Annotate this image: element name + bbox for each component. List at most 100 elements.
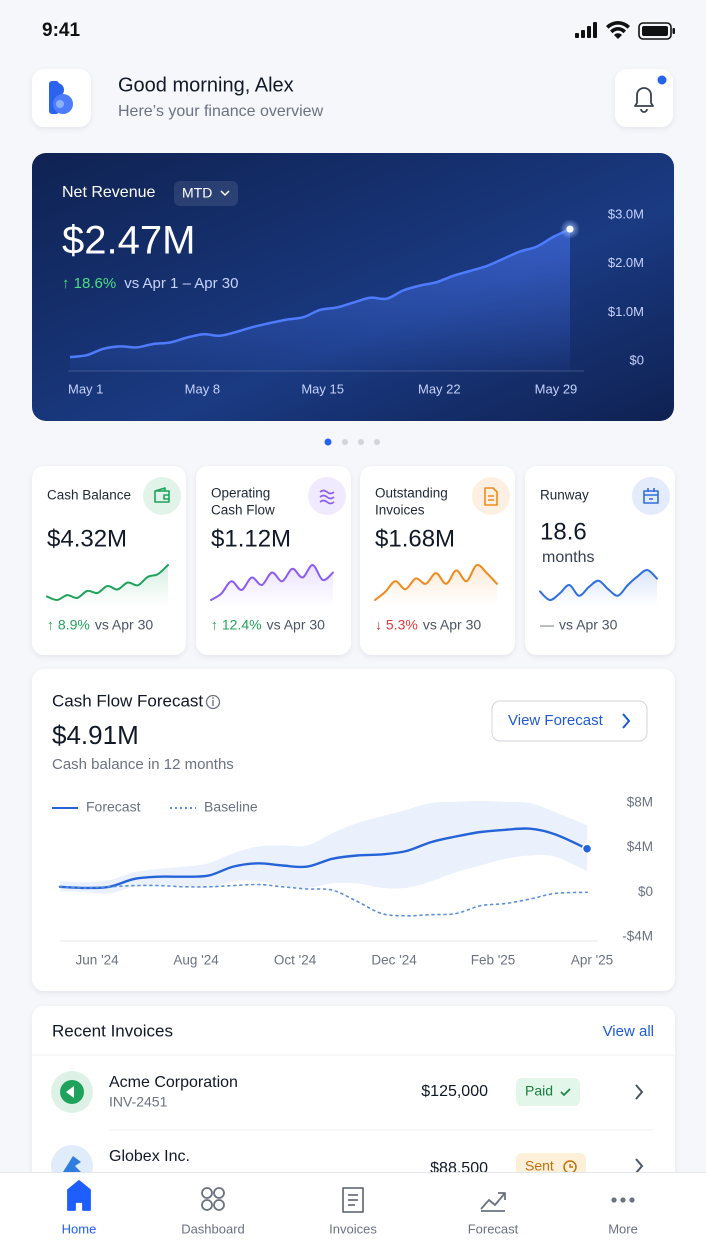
sparkline-area (211, 564, 333, 606)
forecast-card (32, 669, 675, 991)
info-icon[interactable] (205, 694, 221, 710)
tab-label[interactable]: Invoices (329, 1221, 377, 1236)
kpi-change: ↑ 8.9% (47, 617, 90, 633)
status-clock-hands (569, 1164, 573, 1168)
invoice-company: Acme Corporation (109, 1074, 238, 1091)
kpi-label: Outstanding (375, 486, 448, 501)
kpi-card[interactable] (32, 466, 186, 655)
x-tick-label: May 15 (301, 381, 344, 396)
kpi-comparison: vs Apr 30 (267, 617, 326, 633)
y-tick-label: $8M (627, 795, 653, 810)
status-check (560, 1088, 571, 1097)
x-tick-label: Aug '24 (173, 953, 219, 968)
kpi-icon-bg (143, 477, 181, 515)
company-logo-mark (66, 1086, 74, 1098)
view-all-link[interactable]: View all (603, 1023, 654, 1040)
pager (324, 438, 380, 446)
chevron-right (622, 713, 631, 729)
sparkline (539, 568, 658, 601)
tab-bar (0, 1172, 706, 1254)
company-logo (63, 1156, 81, 1176)
chevron-down (220, 190, 230, 197)
y-tick-label: $0 (638, 884, 653, 899)
sparkline-area (540, 569, 657, 606)
tab-label[interactable]: More (608, 1221, 638, 1236)
view-forecast-button[interactable] (491, 700, 648, 742)
sparkline (210, 564, 334, 601)
tab-label[interactable]: Forecast (468, 1221, 519, 1236)
row-chevron[interactable] (635, 1158, 644, 1174)
revenue-change: ↑ 18.6% (62, 275, 116, 292)
x-tick-label: Dec '24 (371, 953, 417, 968)
forecast-chart: Forecast Baseline $8M $4M $0 -$4M Jun '24 Aug '… (52, 795, 653, 968)
kpi-comparison: vs Apr 30 (559, 617, 618, 633)
y-tick-label: $0 (630, 352, 644, 367)
kpi-icon (154, 487, 170, 503)
tab-icon (620, 1197, 626, 1203)
kpi-value: 18.6 (540, 518, 587, 545)
y-tick-label: $3.0M (608, 206, 644, 221)
x-tick-label: Apr '25 (571, 953, 613, 968)
kpi-icon-bg (632, 477, 670, 515)
forecast-title: Cash Flow Forecast (52, 691, 203, 710)
status-label: Sent (525, 1158, 554, 1174)
kpi-unit: months (542, 549, 594, 566)
invoice-number: INV-2451 (109, 1094, 168, 1110)
tab-items: Home Dashboard Invoices Forecast More (62, 1180, 638, 1236)
kpi-icon (643, 488, 659, 504)
forecast-endpoint (581, 843, 593, 855)
status-time: 9:41 (42, 20, 80, 41)
logo-mark (49, 81, 73, 114)
notification-dot (655, 73, 669, 87)
kpi-label: Cash Balance (47, 488, 131, 503)
kpi-icon (319, 489, 335, 505)
tab-icon (201, 1187, 225, 1211)
invoices-title: Recent Invoices (52, 1021, 173, 1040)
kpi-card[interactable] (525, 466, 675, 655)
kpi-change: — (540, 617, 554, 633)
kpi-value: $1.68M (375, 525, 455, 552)
tab-icon (342, 1187, 364, 1213)
kpi-comparison: vs Apr 30 (423, 617, 482, 633)
invoice-company: Globex Inc. (109, 1148, 190, 1165)
status-label: Paid (525, 1083, 553, 1099)
kpi-card[interactable] (360, 466, 515, 655)
bell-icon (634, 87, 654, 113)
tab-icon (480, 1192, 506, 1212)
y-tick-label: -$4M (622, 929, 653, 944)
legend-label: Forecast (86, 799, 141, 815)
kpi-icon (484, 487, 498, 506)
y-tick-label: $2.0M (608, 255, 644, 270)
tab-label[interactable]: Dashboard (181, 1221, 245, 1236)
revenue-chart: $0 $1.0M $2.0M $3.0M May 1 May 8 May 15 May 22 M… (68, 206, 644, 396)
kpi-change: ↑ 12.4% (211, 617, 262, 633)
kpi-value: $1.12M (211, 525, 291, 552)
revenue-title: Net Revenue (62, 184, 155, 201)
kpi-value: $4.32M (47, 525, 127, 552)
period-selector[interactable] (174, 181, 238, 206)
x-tick-label: Feb '25 (471, 953, 516, 968)
revenue-line (69, 227, 571, 359)
kpi-label: Operating (211, 486, 270, 501)
tab-label[interactable]: Home (62, 1221, 97, 1236)
status-pill (516, 1078, 580, 1106)
forecast-subtitle: Cash balance in 12 months (52, 756, 234, 773)
greeting: Good morning, Alex (118, 74, 294, 96)
forecast-line (58, 827, 589, 890)
period-label: MTD (182, 185, 212, 201)
forecast-value: $4.91M (52, 720, 139, 750)
sparkline-area (375, 564, 497, 606)
revenue-comparison: vs Apr 1 – Apr 30 (124, 275, 238, 292)
endpoint (566, 225, 574, 233)
kpi-change: ↓ 5.3% (375, 617, 418, 633)
kpi-label: Invoices (375, 503, 425, 518)
revenue-area (70, 229, 570, 371)
invoice-amount: $125,000 (421, 1083, 488, 1100)
row-chevron[interactable] (635, 1084, 644, 1100)
subtitle: Here’s your finance overview (118, 103, 324, 120)
sparkline (46, 564, 169, 601)
y-tick-label: $4M (627, 839, 653, 854)
kpi-card[interactable] (196, 466, 351, 655)
